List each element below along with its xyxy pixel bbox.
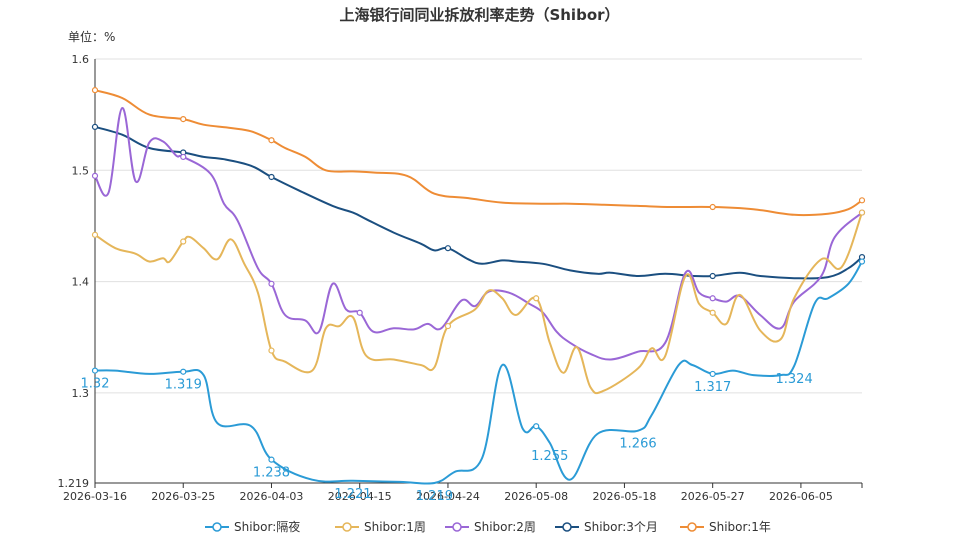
- legend-label: Shibor:3个月: [584, 520, 658, 534]
- series-point-1: [533, 295, 540, 302]
- legend-swatch-marker: [452, 522, 462, 532]
- x-tick-label: 2026-06-05: [769, 490, 833, 503]
- legend-swatch-marker: [212, 522, 222, 532]
- series-point-4: [91, 87, 99, 94]
- series-point-1: [180, 238, 187, 245]
- y-tick-label: 1.6: [72, 53, 90, 66]
- data-label: 1.317: [694, 380, 731, 395]
- series-point-2: [356, 309, 363, 316]
- y-tick-label: 1.4: [72, 276, 90, 289]
- series-point-1: [444, 322, 452, 330]
- x-tick-label: 2026-03-25: [151, 490, 215, 503]
- series-point-0: [180, 368, 187, 375]
- chart-title: 上海银行间同业拆放利率走势（Shibor）: [339, 6, 620, 24]
- series-point-0: [858, 258, 866, 265]
- series-point-1: [858, 209, 866, 216]
- y-tick-label: 1.219: [58, 477, 90, 490]
- x-tick-label: 2026-05-08: [504, 490, 568, 503]
- series-line-2: [94, 106, 863, 361]
- series-point-2: [180, 153, 187, 161]
- legend-label: Shibor:1年: [709, 520, 771, 534]
- series-point-2: [91, 172, 99, 179]
- series-point-1: [91, 231, 99, 238]
- x-tick-label: 2026-04-24: [416, 490, 480, 503]
- series-point-4: [180, 115, 187, 123]
- x-tick-label: 2026-04-03: [240, 490, 304, 503]
- series-point-4: [709, 203, 716, 211]
- data-label: 1.219: [416, 489, 453, 504]
- series-point-3: [91, 123, 99, 130]
- legend-label: Shibor:1周: [364, 520, 426, 534]
- series-point-3: [444, 245, 452, 252]
- legend-swatch-marker: [687, 522, 697, 532]
- data-label: 1.32: [81, 377, 110, 392]
- x-tick-label: 2026-05-27: [681, 490, 745, 503]
- data-label: 1.266: [619, 437, 656, 452]
- legend-item-2: Shibor:2周: [445, 520, 536, 534]
- series-point-4: [858, 197, 866, 204]
- series-point-0: [709, 370, 716, 378]
- legend-item-1: Shibor:1周: [335, 520, 426, 534]
- series-point-2: [268, 280, 275, 287]
- series-point-1: [268, 347, 275, 354]
- data-label: 1.255: [531, 449, 568, 464]
- x-tick-label: 2026-03-16: [63, 490, 127, 503]
- series-point-0: [91, 367, 99, 374]
- y-tick-label: 1.5: [72, 164, 90, 177]
- legend-swatch-marker: [562, 522, 572, 532]
- series-point-3: [268, 173, 275, 181]
- unit-label: 单位：%: [68, 30, 116, 44]
- legend-label: Shibor:2周: [474, 520, 536, 534]
- series-point-4: [268, 137, 275, 144]
- series-point-0: [268, 456, 275, 463]
- legend-item-3: Shibor:3个月: [555, 520, 658, 534]
- series-line-3: [94, 125, 863, 280]
- series-point-1: [709, 309, 716, 316]
- x-tick-label: 2026-05-18: [592, 490, 656, 503]
- series-point-0: [533, 423, 540, 430]
- series-line-0: [94, 260, 863, 485]
- y-tick-label: 1.3: [72, 387, 90, 400]
- data-label: 1.319: [165, 378, 202, 393]
- series-point-3: [709, 272, 716, 280]
- series-line-4: [94, 89, 863, 217]
- data-label: 1.221: [334, 487, 371, 502]
- data-label: 1.238: [253, 466, 290, 481]
- x-tick-label: 2026-04-15: [328, 490, 392, 503]
- legend-label: Shibor:隔夜: [234, 519, 300, 534]
- data-label: 1.324: [776, 372, 813, 387]
- legend-item-4: Shibor:1年: [680, 520, 771, 534]
- legend-item-0: Shibor:隔夜: [205, 519, 300, 534]
- series-point-2: [709, 295, 716, 302]
- legend-swatch-marker: [342, 522, 352, 532]
